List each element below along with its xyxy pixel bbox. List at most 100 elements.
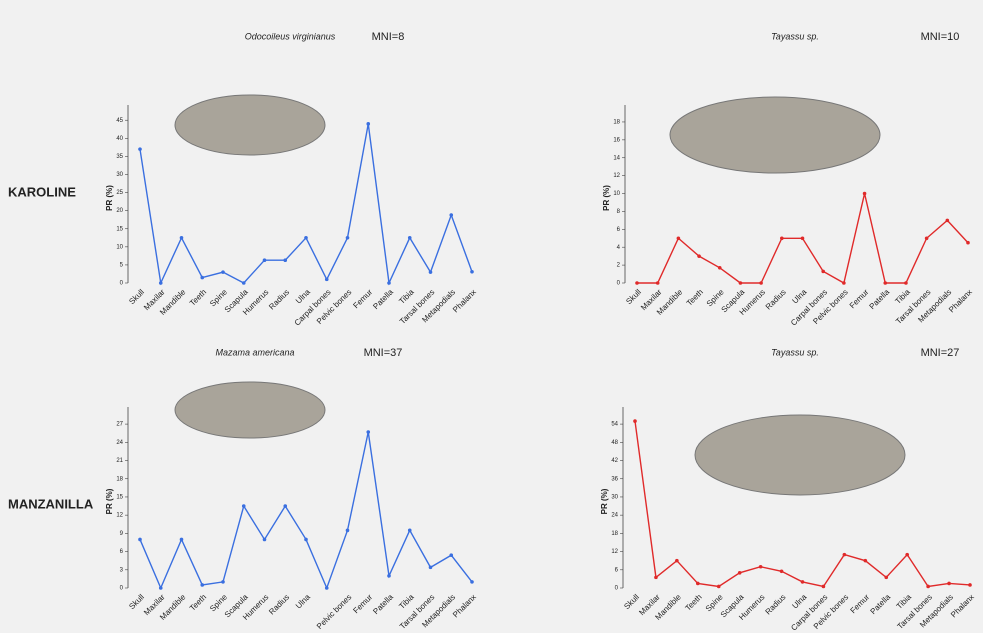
data-point [758, 564, 763, 569]
data-point [716, 584, 721, 589]
y-tick-label: 40 [116, 136, 123, 142]
data-point [968, 583, 972, 587]
data-point [179, 235, 184, 240]
peccary-illustration [669, 96, 881, 174]
data-point [905, 552, 909, 557]
data-point [387, 281, 391, 285]
data-point [945, 218, 950, 223]
data-point [200, 275, 205, 280]
y-axis-label: PR (%) [105, 488, 114, 514]
y-tick-label: 6 [120, 549, 124, 555]
data-point [138, 147, 142, 151]
x-tick-label: Ulna [790, 287, 808, 305]
x-tick-label: Phalanx [947, 288, 974, 315]
animal-illustrations [174, 94, 906, 496]
x-tick-label: Radius [267, 288, 291, 312]
y-tick-label: 10 [116, 244, 123, 250]
y-tick-label: 30 [611, 495, 618, 501]
x-tick-label: Teeth [685, 288, 705, 308]
deer-illustration [174, 94, 326, 156]
data-point [407, 235, 412, 240]
y-tick-label: 6 [615, 567, 619, 573]
data-point [324, 277, 329, 282]
y-tick-label: 18 [116, 476, 123, 482]
x-tick-label: Radius [763, 593, 787, 617]
data-point [675, 558, 679, 563]
mni-label: MNI=8 [372, 31, 405, 43]
x-tick-label: Skull [622, 592, 641, 611]
y-tick-label: 24 [611, 513, 618, 519]
y-tick-label: 15 [116, 226, 123, 232]
x-tick-label: Pelvic bones [315, 593, 353, 631]
y-tick-label: 0 [617, 281, 621, 287]
data-point [800, 580, 805, 584]
data-point [345, 235, 350, 240]
data-point [759, 281, 763, 285]
data-point [696, 581, 700, 586]
y-tick-label: 15 [116, 495, 123, 501]
data-point [904, 281, 908, 285]
mni-label: MNI=37 [364, 347, 403, 359]
y-tick-label: 6 [617, 227, 621, 233]
y-tick-label: 25 [116, 190, 123, 196]
data-point [862, 191, 867, 196]
y-tick-label: 12 [613, 173, 620, 179]
y-tick-label: 18 [613, 120, 620, 126]
data-point [470, 269, 474, 274]
y-tick-label: 35 [116, 154, 123, 160]
data-point [635, 281, 639, 285]
y-axis-label: PR (%) [602, 185, 611, 211]
data-point [737, 571, 742, 575]
y-tick-label: 18 [611, 531, 618, 537]
data-point [428, 270, 433, 274]
chart-title: Mazama americana [215, 347, 294, 357]
x-tick-label: Femur [848, 287, 871, 310]
y-tick-label: 0 [120, 281, 124, 287]
data-point [676, 236, 681, 241]
data-point [821, 269, 825, 274]
y-axis-label: PR (%) [105, 185, 114, 211]
chart-title: Tayassu sp. [771, 31, 819, 41]
y-tick-label: 48 [611, 440, 618, 446]
y-tick-label: 45 [116, 118, 123, 124]
data-point [241, 504, 246, 508]
data-point [138, 537, 142, 542]
data-point [633, 419, 637, 423]
data-point [428, 565, 433, 570]
x-tick-label: Phalanx [451, 288, 478, 315]
data-point [655, 281, 660, 285]
peccary-illustration [694, 414, 906, 496]
data-point [283, 504, 288, 508]
data-point [884, 575, 889, 580]
data-point [966, 240, 970, 245]
data-point [366, 122, 371, 126]
x-tick-label: Teeth [188, 288, 208, 308]
x-tick-label: Femur [351, 287, 374, 310]
data-point [697, 254, 701, 258]
data-point [241, 281, 246, 285]
data-point [407, 528, 412, 533]
x-tick-label: Ulna [294, 592, 312, 610]
mni-label: MNI=10 [921, 31, 960, 43]
y-tick-label: 24 [116, 440, 123, 446]
data-point [449, 553, 454, 558]
data-point [654, 575, 658, 580]
x-tick-label: Radius [764, 288, 788, 312]
data-point [779, 569, 784, 574]
data-point [842, 281, 846, 285]
y-tick-label: 30 [116, 172, 123, 178]
data-point [158, 586, 163, 590]
data-point [863, 558, 868, 563]
x-tick-label: Patella [867, 287, 891, 311]
data-line [139, 123, 473, 286]
y-tick-label: 36 [611, 476, 618, 482]
x-tick-label: Patella [868, 592, 892, 616]
data-point [924, 236, 929, 241]
y-tick-label: 21 [116, 458, 123, 464]
data-point [158, 281, 163, 285]
data-point [283, 258, 288, 263]
y-tick-label: 0 [120, 586, 124, 592]
y-tick-label: 2 [617, 263, 621, 269]
x-tick-label: Radius [267, 593, 291, 617]
chart-title: Tayassu sp. [771, 347, 819, 357]
